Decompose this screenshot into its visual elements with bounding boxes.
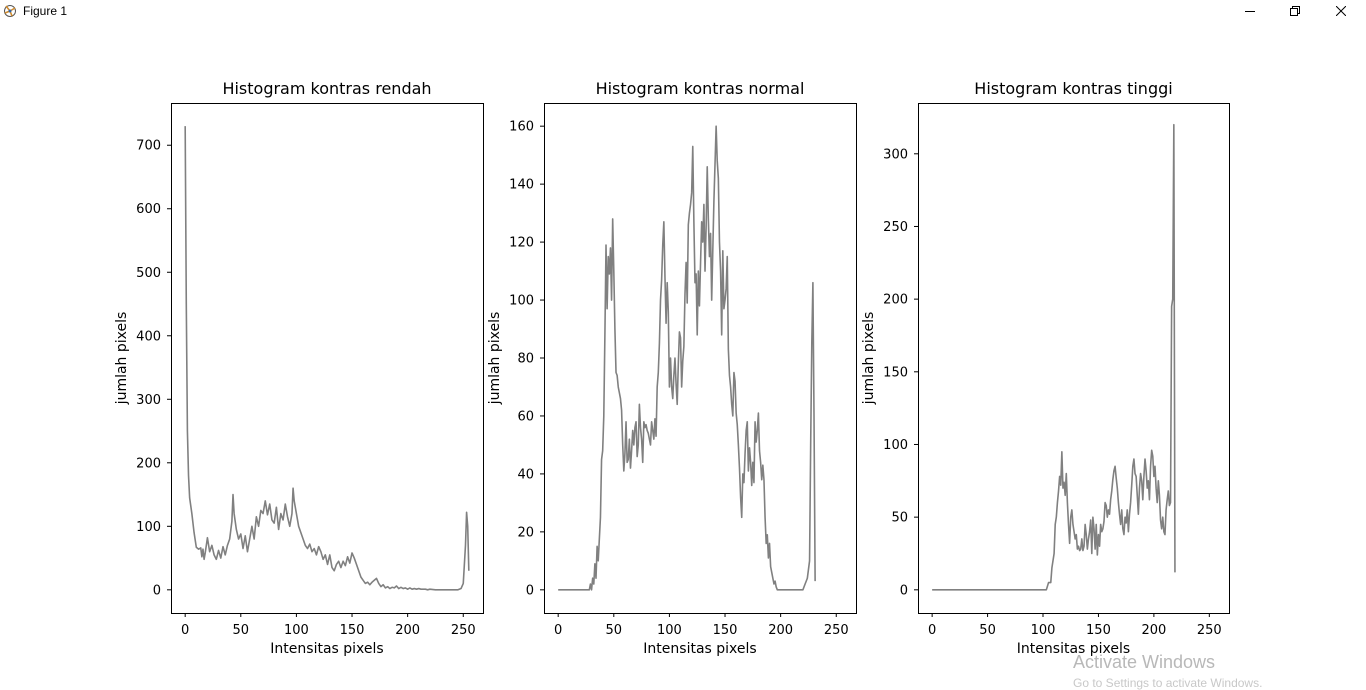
y-axis-label: jumlah pixels bbox=[487, 312, 503, 406]
minimize-button[interactable] bbox=[1227, 0, 1273, 22]
y-tick-label: 300 bbox=[883, 147, 908, 162]
axes-frame bbox=[171, 103, 484, 614]
x-tick-label: 200 bbox=[768, 623, 793, 638]
y-tick-label: 50 bbox=[891, 511, 908, 526]
y-tick-label: 140 bbox=[509, 178, 534, 193]
x-tick-label: 50 bbox=[606, 623, 623, 638]
histogram-line bbox=[558, 125, 816, 591]
x-tick-label: 0 bbox=[928, 623, 936, 638]
x-tick-label: 200 bbox=[1141, 623, 1166, 638]
y-axis-label: jumlah pixels bbox=[861, 312, 877, 406]
x-tick-label: 150 bbox=[340, 623, 365, 638]
y-tick-label: 300 bbox=[136, 393, 161, 408]
y-tick-label: 80 bbox=[517, 352, 534, 367]
y-tick-label: 160 bbox=[509, 120, 534, 135]
x-tick-label: 200 bbox=[395, 623, 420, 638]
x-tick-label: 250 bbox=[824, 623, 849, 638]
close-icon bbox=[1336, 6, 1346, 16]
axes-frame bbox=[544, 103, 857, 614]
x-tick-label: 100 bbox=[284, 623, 309, 638]
x-axis-label: Intensitas pixels bbox=[1017, 641, 1130, 657]
x-tick-label: 0 bbox=[554, 623, 562, 638]
x-tick-label: 0 bbox=[181, 623, 189, 638]
y-tick-label: 500 bbox=[136, 266, 161, 281]
window-title: Figure 1 bbox=[23, 4, 68, 18]
subplot-3: 0 50 100 150 200 250 0 50 100 150 200 250 300 Histogr… bbox=[861, 79, 1230, 657]
y-tick-label: 0 bbox=[526, 583, 534, 598]
y-tick-label: 700 bbox=[136, 139, 161, 154]
y-tick-label: 120 bbox=[509, 236, 534, 251]
y-tick-label: 250 bbox=[883, 220, 908, 235]
y-tick-label: 200 bbox=[136, 456, 161, 471]
y-tick-label: 20 bbox=[517, 525, 534, 540]
histogram-line bbox=[932, 123, 1176, 591]
y-tick-label: 100 bbox=[509, 294, 534, 309]
y-tick-label: 100 bbox=[883, 438, 908, 453]
x-axis-label: Intensitas pixels bbox=[643, 641, 756, 657]
x-tick-label: 150 bbox=[1086, 623, 1111, 638]
x-tick-label: 50 bbox=[233, 623, 250, 638]
x-tick-label: 50 bbox=[979, 623, 996, 638]
y-tick-label: 0 bbox=[900, 583, 908, 598]
y-tick-label: 150 bbox=[883, 365, 908, 380]
subplot-2: 0 50 100 150 200 250 0 20 40 60 80 100 120 140 160 Hist… bbox=[487, 79, 857, 657]
x-tick-label: 100 bbox=[657, 623, 682, 638]
x-tick-label: 250 bbox=[451, 623, 476, 638]
y-tick-label: 100 bbox=[136, 520, 161, 535]
y-tick-label: 200 bbox=[883, 293, 908, 308]
chart-title: Histogram kontras rendah bbox=[222, 79, 431, 98]
y-tick-label: 40 bbox=[517, 467, 534, 482]
x-tick-label: 150 bbox=[713, 623, 738, 638]
minimize-icon bbox=[1245, 11, 1255, 12]
close-button[interactable] bbox=[1318, 0, 1364, 22]
x-tick-label: 100 bbox=[1031, 623, 1056, 638]
matplotlib-app-icon bbox=[4, 5, 16, 17]
title-bar: Figure 1 bbox=[0, 0, 1366, 24]
y-tick-label: 0 bbox=[153, 583, 161, 598]
activation-watermark-subtext: Go to Settings to activate Windows. bbox=[1073, 676, 1263, 690]
y-axis-label: jumlah pixels bbox=[114, 312, 130, 406]
axes-frame bbox=[918, 103, 1230, 614]
x-tick-label: 250 bbox=[1197, 623, 1222, 638]
x-axis-label: Intensitas pixels bbox=[270, 641, 383, 657]
histogram-line bbox=[184, 126, 470, 591]
chart-title: Histogram kontras normal bbox=[596, 79, 805, 98]
restore-button[interactable] bbox=[1272, 0, 1318, 22]
y-tick-label: 60 bbox=[517, 409, 534, 424]
y-tick-label: 600 bbox=[136, 202, 161, 217]
restore-icon bbox=[1290, 6, 1300, 16]
activation-watermark: Activate Windows bbox=[1073, 652, 1216, 672]
chart-title: Histogram kontras tinggi bbox=[974, 79, 1172, 98]
y-tick-label: 400 bbox=[136, 329, 161, 344]
subplot-1: 0 50 100 150 200 250 0 100 200 300 400 500 600 700 His… bbox=[114, 79, 484, 657]
